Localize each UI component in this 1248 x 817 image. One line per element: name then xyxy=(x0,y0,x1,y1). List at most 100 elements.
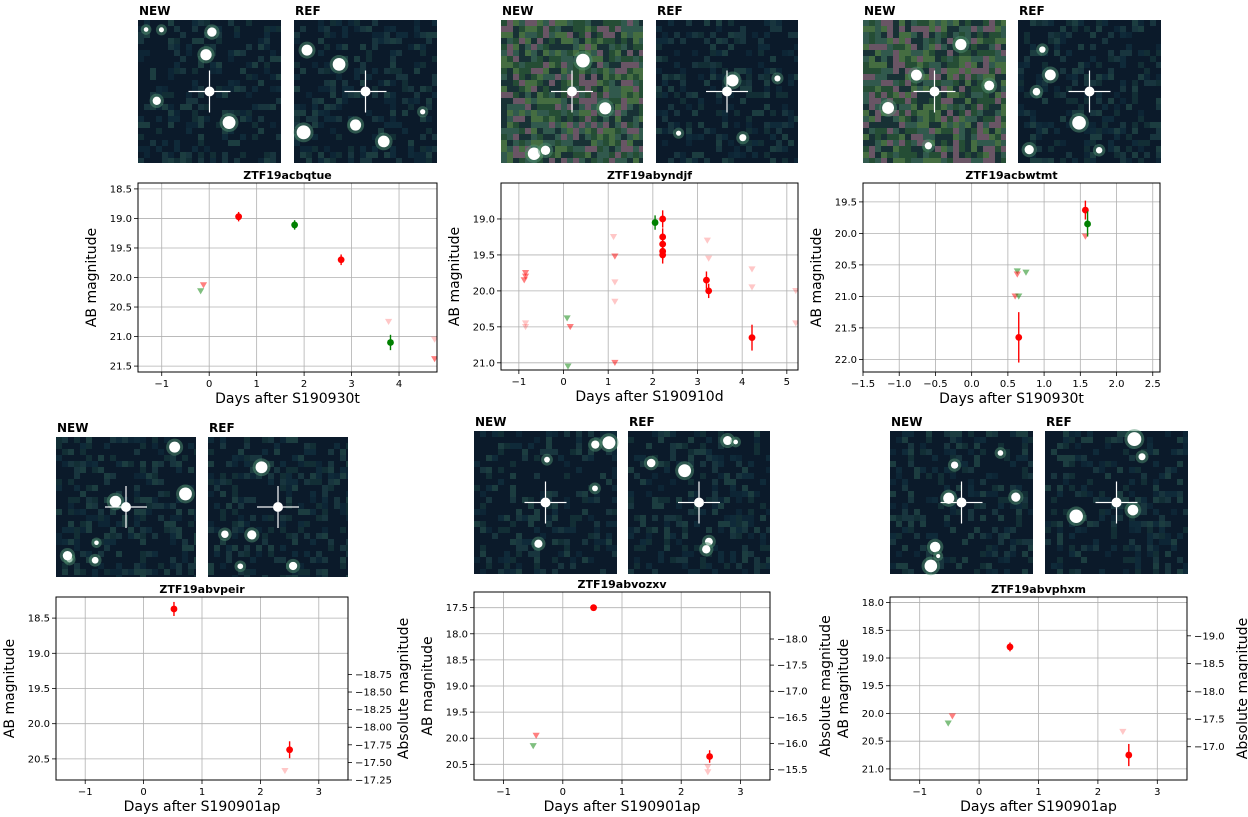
stamp-pixel xyxy=(1036,134,1042,140)
stamp-pixel xyxy=(252,74,258,80)
stamp-pixel xyxy=(1051,497,1057,503)
target-source xyxy=(204,86,215,97)
stamp-pixel xyxy=(402,74,408,80)
stamp-pixel xyxy=(995,50,1001,56)
x-tick-label: −0.5 xyxy=(923,379,947,390)
stamp-pixel xyxy=(1001,44,1006,50)
stamp-pixel xyxy=(935,134,941,140)
stamp-pixel xyxy=(384,38,390,44)
stamp-pixel xyxy=(1135,551,1141,557)
stamp-pixel xyxy=(748,473,754,479)
stamp-pixel xyxy=(682,557,688,563)
y-tick-label: 19.5 xyxy=(110,243,132,254)
stamp-pixel xyxy=(947,134,953,140)
stamp-pixel xyxy=(992,545,998,551)
stamp-pixel xyxy=(522,455,528,461)
stamp-pixel xyxy=(788,116,794,122)
stamp-pixel xyxy=(887,50,893,56)
stamp-pixel xyxy=(899,146,905,152)
stamp-pixel xyxy=(658,551,664,557)
stamp-pixel xyxy=(414,26,420,32)
stamp-pixel xyxy=(122,461,128,467)
stamp-pixel xyxy=(182,551,188,557)
stamp-pixel xyxy=(658,461,664,467)
stamp-pixel xyxy=(1048,158,1054,163)
stamp-pixel xyxy=(983,140,989,146)
stamp-pixel xyxy=(1004,557,1010,563)
stamp-pixel xyxy=(983,98,989,104)
star xyxy=(678,464,692,478)
stamp-pixel xyxy=(188,545,194,551)
stamp-pixel xyxy=(324,32,330,38)
stamp-pixel xyxy=(941,146,947,152)
stamp-pixel xyxy=(324,146,330,152)
stamp-pixel xyxy=(252,134,258,140)
stamp-pixel xyxy=(974,491,980,497)
stamp-pixel xyxy=(1084,158,1090,163)
star xyxy=(1039,46,1046,53)
stamp-pixel xyxy=(188,467,194,473)
stamp-pixel xyxy=(905,68,911,74)
stamp-pixel xyxy=(582,491,588,497)
stamp-pixel xyxy=(923,86,929,92)
stamp-pixel xyxy=(322,497,328,503)
stamp-pixel xyxy=(164,455,170,461)
stamp-pixel xyxy=(390,38,396,44)
stamp-pixel xyxy=(1075,569,1081,574)
stamp-pixel xyxy=(1001,104,1006,110)
stamp-pixel xyxy=(220,437,226,443)
stamp-pixel xyxy=(564,503,570,509)
upper-limit-marker xyxy=(1022,269,1030,276)
stamp-pixel xyxy=(794,32,798,38)
stamp-pixel xyxy=(501,38,507,44)
stamp-pixel xyxy=(977,26,983,32)
stamp-pixel xyxy=(244,437,250,443)
stamp-pixel xyxy=(561,86,567,92)
stamp-pixel xyxy=(1028,539,1033,545)
stamp-pixel xyxy=(210,68,216,74)
stamp-pixel xyxy=(274,557,280,563)
stamp-pixel xyxy=(216,38,222,44)
stamp-pixel xyxy=(519,98,525,104)
stamp-pixel xyxy=(746,86,752,92)
stamp-pixel xyxy=(935,146,941,152)
stamp-pixel xyxy=(676,521,682,527)
stamp-pixel xyxy=(712,509,718,515)
stamp-pixel xyxy=(621,122,627,128)
stamp-pixel xyxy=(615,98,621,104)
upper-limit-marker xyxy=(281,767,289,775)
stamp-pixel xyxy=(634,545,640,551)
stamp-pixel xyxy=(941,140,947,146)
stamp-pixel xyxy=(594,539,600,545)
stamp-pixel xyxy=(896,521,902,527)
stamp-pixel xyxy=(965,152,971,158)
stamp-pixel xyxy=(893,140,899,146)
stamp-pixel xyxy=(742,527,748,533)
stamp-pixel xyxy=(555,38,561,44)
stamp-pixel xyxy=(1111,527,1117,533)
stamp-pixel xyxy=(989,110,995,116)
stamp-pixel xyxy=(965,86,971,92)
stamp-pixel xyxy=(920,449,926,455)
stamp-pixel xyxy=(372,92,378,98)
stamp-pixel xyxy=(718,551,724,557)
stamp-pixel xyxy=(692,152,698,158)
stamp-pixel xyxy=(164,569,170,575)
stamp-pixel xyxy=(977,134,983,140)
stamp-pixel xyxy=(754,437,760,443)
stamp-pixel xyxy=(310,557,316,563)
stamp-pixel xyxy=(501,140,507,146)
stamp-pixel xyxy=(322,527,328,533)
stamp-pixel xyxy=(1108,98,1114,104)
stamp-pixel xyxy=(558,539,564,545)
stamp-pixel xyxy=(983,50,989,56)
stamp-pixel xyxy=(498,515,504,521)
stamp-pixel xyxy=(971,20,977,26)
stamp-pixel xyxy=(549,20,555,26)
x-tick-label: 0.5 xyxy=(1000,379,1016,390)
stamp-pixel xyxy=(1177,533,1183,539)
stamp-pixel xyxy=(923,26,929,32)
stamp-pixel xyxy=(594,521,600,527)
stamp-pixel xyxy=(519,110,525,116)
stamp-pixel xyxy=(935,152,941,158)
